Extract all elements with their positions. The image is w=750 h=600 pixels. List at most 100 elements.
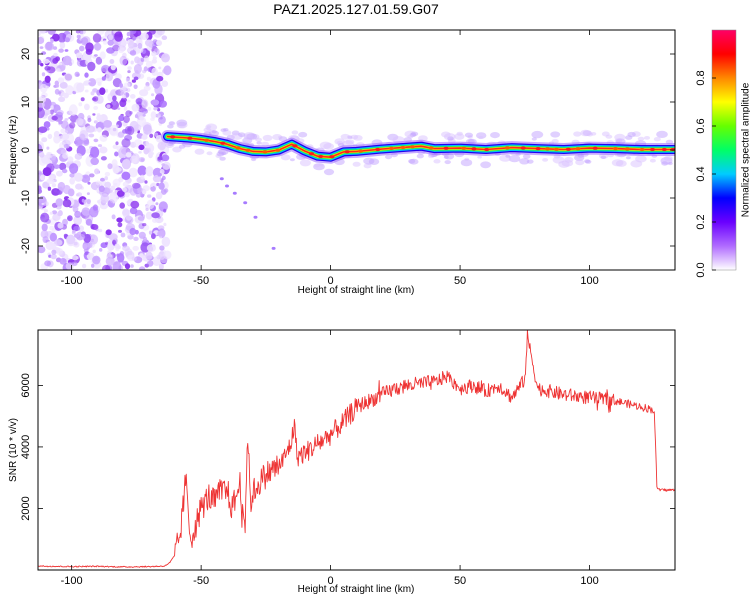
noise-speckle	[93, 120, 98, 124]
noise-speckle	[135, 193, 142, 198]
noise-speckle	[163, 222, 167, 227]
noise-speckle	[57, 77, 65, 84]
noise-speckle	[63, 144, 70, 149]
noise-speckle	[131, 79, 136, 83]
noise-speckle	[81, 198, 85, 203]
halo-speckle	[299, 159, 311, 167]
ridge-core	[575, 147, 581, 151]
noise-speckle	[38, 32, 41, 36]
noise-speckle	[117, 222, 123, 228]
noise-speckle	[142, 189, 147, 195]
snr-x-tick-label: 0	[328, 575, 334, 587]
noise-speckle	[80, 37, 89, 46]
halo-speckle	[454, 133, 465, 140]
noise-speckle	[87, 242, 93, 248]
noise-speckle	[97, 81, 102, 86]
noise-speckle	[62, 218, 68, 226]
noise-speckle	[41, 202, 45, 205]
halo-speckle	[637, 136, 645, 141]
noise-speckle	[47, 30, 57, 35]
noise-speckle	[152, 56, 157, 60]
noise-speckle	[123, 115, 130, 124]
noise-speckle	[91, 224, 99, 230]
spectrogram-plot-area	[38, 30, 675, 270]
ridge-core	[187, 136, 193, 140]
noise-speckle	[41, 72, 46, 77]
noise-speckle	[131, 103, 140, 112]
noise-speckle	[38, 143, 43, 154]
noise-speckle	[58, 162, 67, 171]
noise-speckle	[79, 130, 89, 141]
tail-dot	[219, 177, 224, 181]
noise-speckle	[57, 222, 64, 229]
noise-speckle	[154, 83, 163, 95]
spectrogram-x-tick-label: 0	[328, 275, 334, 287]
noise-speckle	[107, 250, 112, 254]
noise-speckle	[156, 75, 164, 82]
noise-speckle	[156, 40, 163, 46]
noise-speckle	[158, 182, 165, 190]
noise-speckle	[142, 185, 150, 192]
noise-speckle	[50, 253, 57, 260]
noise-speckle	[74, 210, 82, 218]
noise-speckle	[96, 200, 101, 204]
noise-speckle	[46, 151, 53, 159]
noise-speckle	[121, 138, 131, 148]
colorbar: 0.0 0.2 0.4 0.6 0.8 Normalized spectral ampl…	[695, 29, 750, 278]
noise-speckle	[89, 206, 99, 218]
noise-speckle	[80, 97, 85, 102]
noise-speckle	[122, 208, 130, 218]
noise-speckle	[132, 245, 139, 251]
noise-speckle	[69, 177, 75, 185]
spectral-ridge	[161, 130, 675, 164]
noise-speckle	[81, 263, 87, 269]
noise-speckle	[155, 191, 163, 200]
noise-speckle	[71, 255, 79, 261]
noise-speckle	[106, 104, 111, 109]
noise-speckle	[133, 64, 142, 74]
ridge-core	[592, 146, 598, 150]
noise-speckle	[85, 48, 93, 55]
noise-speckle	[141, 134, 148, 140]
halo-speckle	[653, 137, 661, 142]
noise-speckle	[151, 51, 157, 57]
noise-speckle	[118, 115, 125, 122]
noise-speckle	[110, 185, 116, 191]
noise-speckle	[143, 66, 148, 72]
noise-speckle	[92, 33, 102, 43]
ridge-core	[471, 147, 477, 151]
noise-speckle	[82, 82, 88, 86]
noise-speckle	[84, 89, 89, 93]
noise-speckle	[38, 107, 45, 119]
noise-speckle	[99, 134, 108, 142]
noise-speckle	[151, 93, 155, 97]
noise-speckle	[92, 255, 101, 265]
noise-speckle	[101, 76, 106, 81]
halo-speckle	[590, 132, 597, 136]
noise-speckle	[158, 66, 162, 70]
noise-speckle	[44, 112, 49, 116]
noise-speckle	[147, 260, 154, 267]
noise-speckle	[161, 175, 166, 181]
noise-speckle	[104, 171, 111, 177]
noise-speckle	[145, 251, 153, 260]
halo-speckle	[433, 159, 441, 164]
ridge-core	[220, 141, 226, 145]
snr-x-tick-label: 100	[580, 575, 598, 587]
noise-speckle	[67, 215, 73, 222]
halo-speckle	[347, 135, 353, 139]
noise-speckle	[128, 41, 135, 49]
noise-speckle	[125, 152, 132, 158]
noise-speckle	[150, 184, 154, 187]
noise-speckle	[140, 57, 145, 62]
noise-speckle	[158, 263, 164, 270]
halo-speckle	[251, 157, 257, 162]
noise-speckle	[141, 99, 149, 109]
ridge-core	[329, 155, 335, 159]
noise-speckle	[63, 233, 68, 238]
halo-speckle	[542, 158, 549, 162]
noise-speckle	[86, 192, 90, 196]
halo-speckle	[194, 148, 205, 155]
noise-speckle	[41, 223, 48, 232]
